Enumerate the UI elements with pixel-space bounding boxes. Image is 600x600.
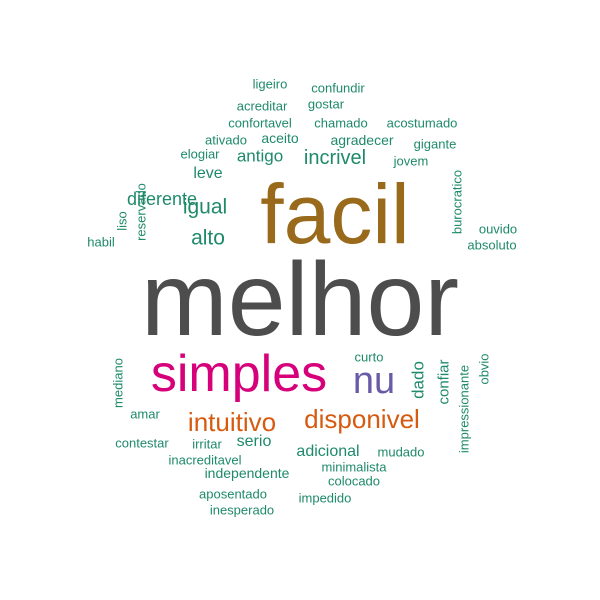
word-confiar: confiar (435, 359, 453, 405)
word-dado: dado (408, 361, 428, 399)
word-gigante: gigante (413, 136, 457, 152)
word-intuitivo: intuitivo (187, 407, 277, 437)
word-irritar: irritar (192, 436, 222, 452)
word-simples: simples (150, 345, 328, 403)
word-colocado: colocado (327, 473, 381, 489)
word-mudado: mudado (377, 444, 425, 460)
word-mediano: mediano (110, 358, 126, 408)
word-acostumado: acostumado (386, 115, 458, 131)
word-leve: leve (193, 165, 223, 182)
word-habil: habil (87, 234, 115, 250)
word-diferente: diferente (126, 189, 198, 209)
word-incrivel: incrivel (303, 147, 367, 169)
word-ligeiro: ligeiro (252, 76, 288, 92)
word-antigo: antigo (236, 146, 284, 166)
word-impressionante: impressionante (456, 364, 472, 454)
word-serio: serio (236, 433, 272, 450)
word-reservado: reservado (133, 183, 149, 241)
word-curto: curto (354, 349, 384, 365)
word-alto: alto (191, 226, 225, 250)
word-burocratico: burocratico (449, 169, 465, 235)
word-acreditar: acreditar (236, 98, 288, 114)
word-aposentado: aposentado (199, 486, 267, 502)
word-chamado: chamado (314, 115, 368, 131)
word-inesperado: inesperado (209, 502, 275, 518)
word-elogiar: elogiar (180, 146, 220, 162)
word-inacreditavel: inacreditavel (168, 452, 242, 468)
word-ouvido: ouvido (478, 221, 518, 237)
word-confundir: confundir (311, 80, 365, 96)
word-agradecer: agradecer (330, 132, 394, 148)
word-absoluto: absoluto (467, 237, 517, 253)
word-nu: nu (352, 360, 396, 402)
word-adicional: adicional (296, 443, 360, 460)
word-gostar: gostar (307, 96, 345, 112)
word-impedido: impedido (298, 490, 352, 506)
word-ativado: ativado (205, 132, 247, 148)
word-obvio: obvio (476, 353, 492, 385)
word-aceito: aceito (261, 130, 299, 146)
word-facil: facil (260, 167, 410, 261)
word-confortavel: confortavel (228, 115, 292, 131)
word-melhor: melhor (141, 242, 459, 358)
word-igual: igual (182, 195, 228, 219)
word-jovem: jovem (393, 153, 429, 169)
word-contestar: contestar (115, 435, 169, 451)
word-disponivel: disponivel (304, 404, 420, 434)
word-independente: independente (204, 465, 290, 481)
word-liso: liso (114, 211, 130, 231)
word-minimalista: minimalista (321, 459, 387, 475)
word-amar: amar (130, 406, 160, 422)
